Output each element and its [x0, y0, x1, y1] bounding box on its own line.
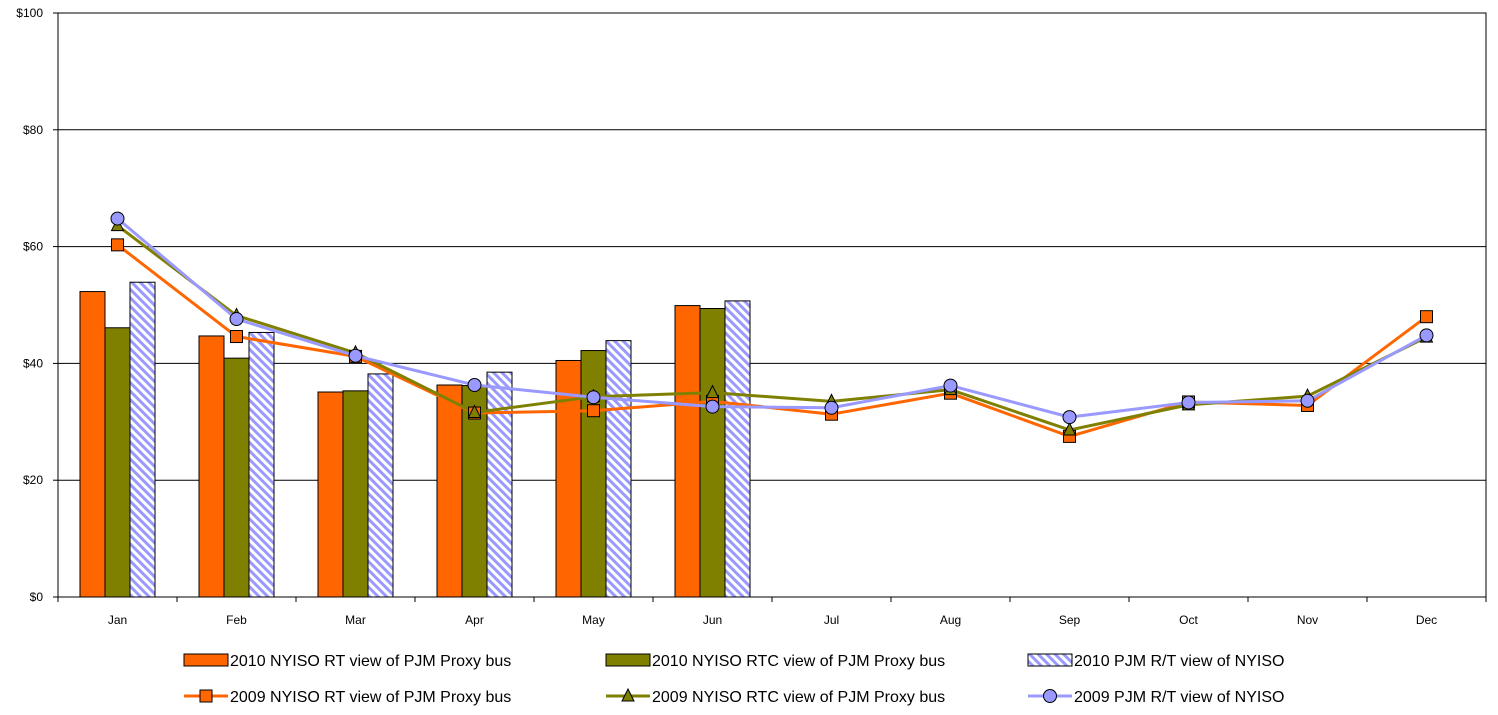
series-line [116, 217, 1428, 419]
legend-swatch [1027, 653, 1073, 667]
x-tick-label: Sep [1059, 613, 1081, 627]
bar [104, 327, 131, 598]
y-tick-label: $20 [23, 473, 43, 487]
bar [248, 331, 275, 598]
bar [317, 391, 344, 598]
legend-swatch [183, 653, 229, 667]
x-tick-label: Jan [108, 613, 127, 627]
x-tick-label: Aug [940, 613, 961, 627]
bar [129, 281, 156, 598]
plot-area: $0 $20 $40 $60 $80 $100 Jan Feb Mar Apr May Jun Jul A… [16, 6, 1487, 627]
y-tick-label: $0 [30, 590, 44, 604]
plot-background [58, 13, 1486, 597]
bar [724, 300, 751, 598]
circle-marker [1043, 689, 1057, 703]
legend-label: 2009 PJM R/T view of NYISO [1074, 689, 1284, 706]
square-marker [199, 689, 213, 703]
x-tick-label: Apr [465, 613, 484, 627]
bar [223, 357, 250, 598]
square-marker [230, 330, 243, 344]
legend-label: 2009 NYISO RT view of PJM Proxy bus [230, 689, 511, 706]
legend: 2010 NYISO RT view of PJM Proxy bus 2010 … [183, 653, 1284, 706]
circle-marker [586, 390, 601, 405]
circle-marker [705, 399, 720, 414]
circle-marker [348, 348, 363, 363]
circle-marker [943, 378, 958, 393]
circle-marker [1181, 395, 1196, 410]
bar [605, 340, 632, 598]
x-tick-label: Nov [1297, 613, 1318, 627]
bar [580, 350, 607, 598]
legend-label: 2010 PJM R/T view of NYISO [1074, 653, 1284, 670]
triangle-marker [1062, 421, 1077, 436]
bar [486, 371, 513, 598]
square-marker [111, 238, 124, 252]
triangle-marker [705, 384, 720, 399]
y-tick-label: $40 [23, 356, 43, 370]
x-tick-label: Jul [824, 613, 839, 627]
x-tick-label: Oct [1179, 613, 1198, 627]
x-tick-label: Mar [345, 613, 366, 627]
y-tick-label: $80 [23, 123, 43, 137]
circle-marker [1300, 393, 1315, 408]
triangle-marker [467, 404, 482, 418]
square-marker [587, 404, 600, 418]
legend-swatch [605, 653, 651, 667]
bar [198, 335, 225, 598]
bar [699, 308, 726, 598]
y-tick-label: $60 [23, 240, 43, 254]
x-tick-label: Dec [1416, 613, 1437, 627]
square-marker [1420, 310, 1433, 324]
x-tick-label: May [582, 613, 605, 627]
bar [342, 390, 369, 598]
triangle-marker [621, 687, 635, 702]
circle-marker [467, 378, 482, 393]
x-tick-label: Feb [226, 613, 247, 627]
bar [367, 373, 394, 598]
circle-marker [110, 211, 125, 226]
bar [674, 305, 701, 598]
x-tick-label: Jun [703, 613, 722, 627]
bar [436, 384, 463, 598]
circle-marker [1419, 328, 1434, 343]
legend-label: 2009 NYISO RTC view of PJM Proxy bus [652, 689, 945, 706]
legend-label: 2010 NYISO RT view of PJM Proxy bus [230, 653, 511, 670]
circle-marker [824, 400, 839, 415]
bar [79, 291, 106, 598]
circle-marker [1062, 410, 1077, 425]
legend-label: 2010 NYISO RTC view of PJM Proxy bus [652, 653, 945, 670]
circle-marker [229, 312, 244, 327]
y-tick-label: $100 [16, 6, 43, 20]
